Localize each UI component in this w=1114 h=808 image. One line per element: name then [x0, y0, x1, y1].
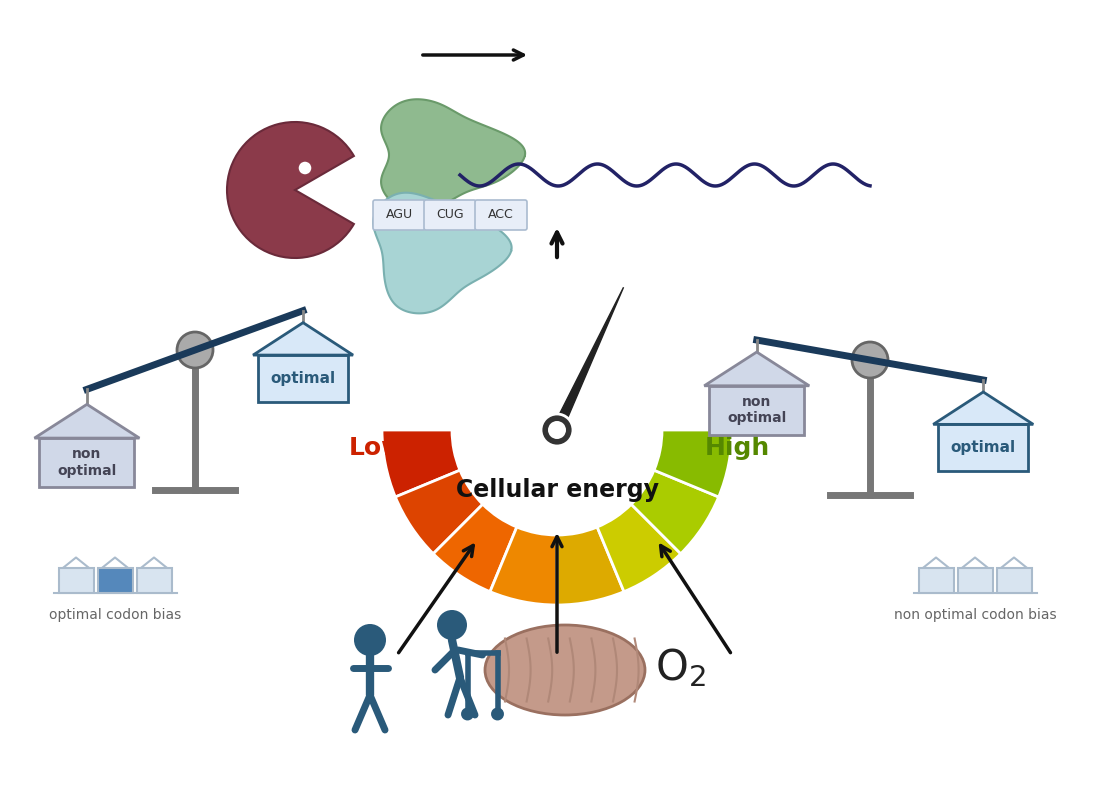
Polygon shape: [35, 404, 139, 438]
Text: O$_2$: O$_2$: [655, 646, 705, 689]
Text: Low: Low: [349, 436, 405, 460]
Text: ACC: ACC: [488, 208, 514, 221]
FancyBboxPatch shape: [39, 438, 135, 487]
Circle shape: [299, 161, 312, 175]
Wedge shape: [632, 470, 719, 553]
FancyBboxPatch shape: [475, 200, 527, 230]
FancyBboxPatch shape: [958, 567, 993, 592]
Wedge shape: [227, 122, 354, 258]
FancyBboxPatch shape: [997, 567, 1032, 592]
Wedge shape: [597, 504, 681, 591]
Wedge shape: [382, 430, 460, 497]
FancyBboxPatch shape: [424, 200, 476, 230]
Text: optimal: optimal: [271, 371, 335, 386]
FancyBboxPatch shape: [258, 355, 348, 402]
Circle shape: [541, 414, 573, 446]
Polygon shape: [553, 288, 624, 432]
Polygon shape: [704, 352, 809, 385]
Wedge shape: [433, 504, 517, 591]
Polygon shape: [253, 322, 353, 355]
Text: CUG: CUG: [437, 208, 463, 221]
Text: AGU: AGU: [385, 208, 412, 221]
FancyBboxPatch shape: [919, 567, 954, 592]
Wedge shape: [395, 470, 482, 553]
FancyBboxPatch shape: [98, 567, 133, 592]
Circle shape: [852, 342, 888, 378]
Text: optimal codon bias: optimal codon bias: [49, 608, 182, 622]
FancyBboxPatch shape: [710, 385, 804, 435]
Text: non
optimal: non optimal: [57, 448, 117, 478]
Ellipse shape: [485, 625, 645, 715]
FancyBboxPatch shape: [137, 567, 172, 592]
Circle shape: [437, 610, 467, 640]
Polygon shape: [381, 99, 525, 211]
Circle shape: [177, 332, 213, 368]
Wedge shape: [557, 527, 624, 605]
Circle shape: [354, 624, 385, 656]
Text: High: High: [704, 436, 770, 460]
FancyBboxPatch shape: [938, 424, 1028, 471]
Wedge shape: [654, 430, 732, 497]
Polygon shape: [373, 192, 511, 314]
Polygon shape: [934, 392, 1034, 424]
Text: optimal: optimal: [950, 440, 1016, 455]
FancyBboxPatch shape: [59, 567, 94, 592]
Text: non
optimal: non optimal: [727, 395, 786, 425]
FancyBboxPatch shape: [373, 200, 426, 230]
Wedge shape: [490, 527, 557, 605]
Text: Cellular energy: Cellular energy: [456, 478, 658, 502]
Circle shape: [548, 421, 566, 439]
Text: non optimal codon bias: non optimal codon bias: [893, 608, 1056, 622]
